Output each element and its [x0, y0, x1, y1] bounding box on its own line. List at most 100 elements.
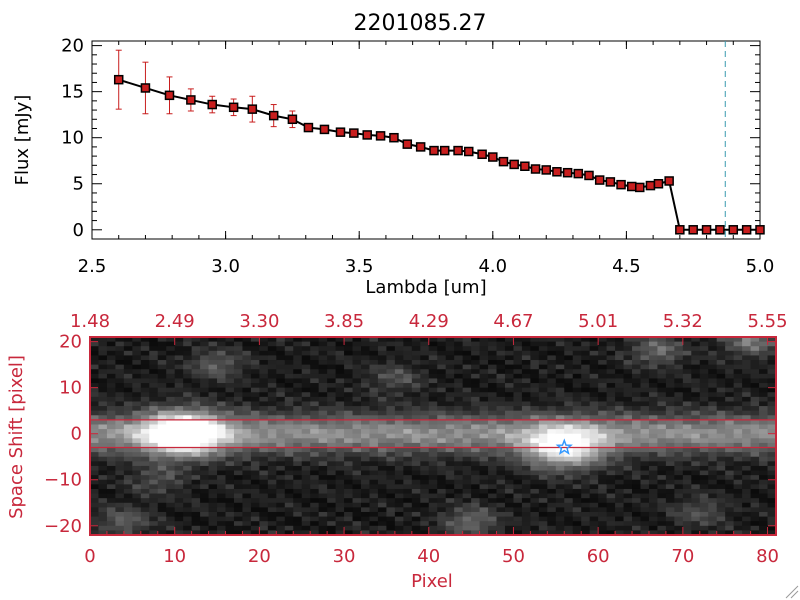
y-tick-label: 20 — [61, 36, 84, 57]
image-cell — [225, 461, 235, 467]
image-cell — [555, 511, 565, 518]
image-cell — [242, 470, 252, 476]
image-cell — [318, 461, 328, 467]
image-cell — [750, 484, 760, 490]
image-cell — [132, 465, 142, 472]
image-cell — [157, 392, 167, 398]
image-cell — [648, 387, 659, 393]
image-cell — [276, 530, 286, 536]
image-cell — [106, 337, 117, 343]
image-cell — [242, 392, 252, 398]
image-cell — [437, 360, 447, 366]
image-cell — [708, 341, 718, 347]
image-cell — [674, 429, 684, 435]
image-cell — [284, 337, 294, 343]
image-cell — [157, 341, 167, 347]
image-cell — [759, 401, 769, 407]
image-cell — [335, 364, 345, 370]
resize-grip-icon[interactable] — [785, 585, 799, 599]
image-cell — [572, 447, 582, 453]
image-cell — [284, 360, 294, 366]
image-cell — [598, 373, 608, 380]
image-cell — [318, 442, 328, 449]
wavelength-top-axis: 1.48 2.49 3.30 3.85 4.29 4.67 5.01 5.32 5.55 — [70, 311, 788, 345]
image-cell — [106, 360, 117, 366]
image-cell — [632, 530, 642, 536]
image-cell — [716, 493, 726, 499]
image-cell — [369, 429, 379, 435]
image-cell — [335, 424, 345, 430]
image-cell — [716, 484, 726, 490]
image-cell — [115, 415, 125, 421]
image-cell — [394, 484, 404, 490]
image-cell — [708, 507, 718, 513]
image-cell — [183, 502, 193, 508]
image-cell — [691, 442, 701, 449]
image-cell — [462, 507, 472, 513]
image-cell — [564, 525, 574, 531]
image-cell — [208, 493, 218, 499]
image-cell — [377, 521, 388, 527]
image-cell — [123, 484, 133, 490]
image-cell — [598, 419, 608, 426]
image-cell — [174, 530, 184, 536]
image-cell — [725, 488, 735, 495]
image-cell — [479, 456, 489, 462]
image-cell — [428, 456, 438, 462]
image-cell — [166, 493, 176, 499]
image-cell — [200, 484, 210, 490]
image-cell — [149, 419, 159, 426]
image-cell — [310, 341, 320, 347]
image-cell — [242, 378, 252, 384]
image-cell — [335, 401, 345, 407]
image-cell — [344, 406, 354, 412]
image-cell — [750, 424, 760, 430]
image-cell — [411, 470, 421, 476]
image-cell — [183, 415, 193, 421]
image-cell — [428, 369, 438, 375]
image-cell — [521, 488, 531, 495]
image-cell — [267, 530, 277, 536]
image-cell — [674, 401, 684, 407]
image-cell — [623, 475, 633, 481]
image-cell — [640, 337, 650, 343]
image-cell — [648, 488, 659, 495]
image-cell — [208, 383, 218, 389]
image-cell — [759, 479, 769, 485]
image-cell — [403, 484, 413, 490]
image-cell — [403, 498, 413, 504]
image-cell — [259, 507, 269, 513]
image-cell — [420, 438, 430, 444]
image-cell — [488, 452, 498, 458]
image-cell — [132, 341, 142, 347]
image-cell — [369, 350, 379, 357]
image-cell — [242, 424, 252, 430]
image-cell — [115, 360, 125, 366]
image-cell — [352, 401, 362, 407]
image-cell — [598, 378, 608, 384]
image-cell — [657, 415, 667, 421]
image-cell — [369, 369, 379, 375]
image-cell — [462, 346, 472, 352]
image-cell — [479, 383, 489, 389]
image-cell — [200, 488, 210, 495]
image-cell — [682, 452, 692, 458]
image-cell — [513, 396, 523, 403]
image-cell — [691, 392, 701, 398]
image-cell — [606, 507, 616, 513]
image-cell — [106, 511, 117, 518]
image-cell — [445, 364, 455, 370]
image-cell — [623, 488, 633, 495]
image-cell — [250, 410, 260, 416]
image-cell — [90, 442, 100, 449]
image-cell — [479, 521, 489, 527]
image-cell — [716, 511, 726, 518]
image-cell — [538, 502, 548, 508]
image-cell — [445, 424, 455, 430]
image-cell — [581, 378, 591, 384]
image-cell — [691, 479, 701, 485]
image-cell — [106, 419, 117, 426]
image-cell — [301, 419, 311, 426]
image-cell — [640, 456, 650, 462]
image-cell — [208, 488, 218, 495]
